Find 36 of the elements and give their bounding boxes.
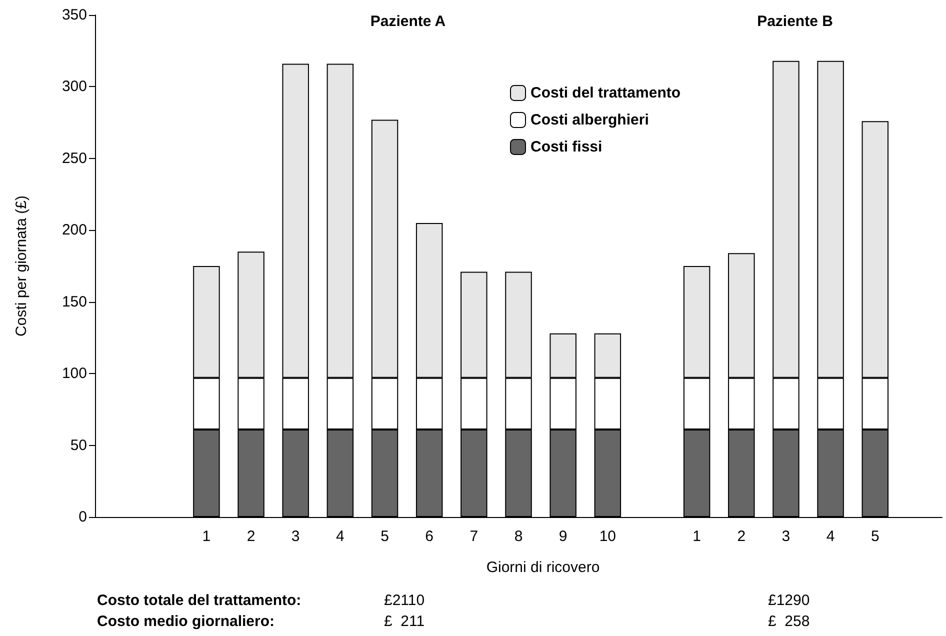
annotation: Paziente A [370,13,446,30]
y-tick-label: 300 [62,78,87,96]
x-tick-label: 4 [336,528,344,545]
x-tick-label: 8 [514,528,523,545]
y-tick-label: 200 [62,222,87,239]
y-tick-label: 100 [62,365,87,382]
x-tick-label: 9 [558,528,568,545]
y-tick-label: 150 [62,293,87,310]
annotation: Paziente B [757,13,834,30]
y-axis-title: Costi per giornata (£) [13,196,30,336]
text: £2110 [384,592,425,609]
text: Costo medio giornaliero: [97,613,275,630]
text: £ 211 [384,613,425,630]
x-tick-label: 5 [380,528,389,545]
x-tick-label: 3 [291,528,300,545]
x-tick-label: 2 [246,528,256,545]
legend-label: Costi fissi [530,138,602,156]
legend-label: Costi alberghieri [530,112,649,128]
x-axis-title: Giorni di ricovero [486,559,600,576]
text: Costo totale del trattamento: [97,592,302,609]
legend-label: Costi del trattamento [530,84,681,102]
x-tick-label: 3 [782,528,790,545]
x-tick-label: 2 [737,528,746,545]
x-tick-label: 1 [202,528,211,545]
y-tick-label: 250 [62,150,87,167]
y-tick-label: 0 [78,508,87,526]
text: £1290 [768,592,810,609]
y-tick-label: 50 [70,436,87,454]
x-tick-label: 6 [425,528,434,545]
y-tick-label: 350 [62,6,87,24]
x-tick-label: 7 [470,528,478,545]
x-tick-label: 1 [692,528,701,545]
x-tick-label: 4 [826,528,835,545]
text: £ 258 [768,613,810,630]
x-tick-label: 5 [870,528,880,545]
x-tick-label: 10 [599,528,616,545]
